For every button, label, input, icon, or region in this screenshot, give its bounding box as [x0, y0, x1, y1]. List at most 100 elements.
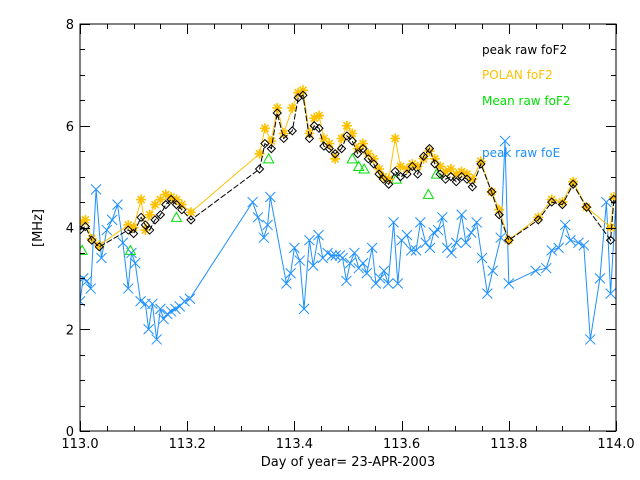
triangle-marker — [430, 168, 443, 179]
x-marker — [499, 135, 511, 147]
star-marker — [467, 174, 478, 185]
triangle-marker — [170, 211, 183, 222]
star-marker — [358, 138, 369, 149]
x-marker — [106, 214, 118, 226]
x-tick-label: 114.0 — [597, 437, 634, 452]
diamond-marker — [94, 242, 105, 252]
x-marker — [374, 273, 386, 284]
star-marker — [166, 191, 177, 202]
diamond-marker — [418, 151, 429, 161]
axes-layer: 113.0 113.2 113.4 113.6 113.8 114.0 0 2 4 6 8 — [61, 18, 634, 452]
star-marker — [293, 87, 304, 98]
x-marker — [584, 334, 596, 345]
x-marker — [392, 278, 404, 289]
x-marker — [600, 196, 612, 208]
diamond-marker — [155, 210, 166, 220]
x-marker — [330, 250, 342, 261]
diamond-marker — [254, 164, 265, 174]
x-marker — [294, 255, 306, 266]
star-marker — [475, 156, 486, 167]
x-marker — [252, 211, 264, 223]
star-marker — [136, 194, 147, 205]
series-layer — [80, 85, 616, 345]
triangle-marker — [80, 244, 88, 255]
diamond-marker — [80, 221, 91, 232]
x-marker — [85, 283, 97, 294]
x-marker — [378, 265, 390, 277]
diamond-marker — [378, 174, 389, 184]
triangle-marker — [422, 188, 435, 199]
series-peak-raw-foe — [80, 135, 616, 345]
x-marker — [361, 267, 373, 279]
x-marker — [151, 334, 163, 345]
x-marker — [117, 237, 129, 249]
star-marker — [412, 161, 423, 172]
x-marker — [129, 257, 141, 269]
x-marker — [446, 247, 457, 259]
diamond-marker — [347, 136, 357, 146]
star-marker — [461, 169, 472, 180]
x-marker — [281, 278, 292, 289]
diamond-marker — [533, 215, 543, 225]
x-marker — [441, 242, 453, 254]
x-tick-label: 113.6 — [383, 437, 420, 452]
star-marker — [383, 174, 394, 185]
x-tick-label: 113.8 — [490, 437, 527, 452]
star-marker — [309, 113, 320, 124]
diamond-marker — [319, 141, 329, 151]
diamond-marker — [123, 225, 133, 235]
diamond-marker — [144, 225, 155, 235]
diamond-marker — [171, 199, 182, 210]
legend-entry: peak raw foE — [482, 146, 560, 160]
diamond-marker — [412, 169, 423, 179]
legend-entry: peak raw foF2 — [482, 43, 567, 57]
x-marker — [147, 298, 158, 310]
x-marker — [410, 245, 422, 256]
x-marker — [101, 224, 113, 236]
star-marker — [352, 143, 363, 154]
x-marker — [436, 211, 448, 223]
x-marker — [460, 237, 472, 249]
plot-frame — [79, 23, 617, 432]
star-marker — [429, 153, 440, 164]
x-marker — [258, 232, 270, 244]
star-marker — [456, 166, 467, 177]
star-marker — [259, 123, 270, 134]
star-marker — [272, 102, 283, 113]
x-marker — [122, 283, 134, 294]
star-marker — [395, 161, 406, 172]
x-marker — [405, 245, 417, 256]
star-marker — [390, 133, 401, 144]
x-marker — [349, 247, 360, 259]
star-marker — [407, 158, 418, 169]
x-marker — [476, 252, 488, 264]
star-marker — [608, 191, 616, 202]
star-marker — [378, 171, 389, 182]
star-marker — [314, 110, 325, 121]
diamond-marker — [358, 143, 368, 154]
diamond-marker — [451, 177, 461, 187]
diamond-marker — [272, 108, 282, 118]
diamond-marker — [266, 143, 277, 154]
star-marker — [94, 240, 105, 251]
x-marker — [559, 219, 571, 231]
x-marker — [503, 278, 515, 289]
diamond-marker — [407, 161, 418, 172]
diamond-marker — [384, 179, 394, 189]
diamond-marker — [467, 182, 478, 192]
diamond-marker — [140, 220, 151, 230]
diamond-marker — [476, 159, 486, 169]
diamond-marker — [166, 194, 176, 205]
x-marker — [424, 242, 436, 254]
x-axis-label: Day of year= 23-APR-2003 — [261, 455, 435, 470]
star-marker — [374, 163, 385, 174]
diamond-marker — [605, 235, 616, 245]
x-marker — [184, 293, 196, 305]
x-marker — [112, 199, 123, 210]
diamond-marker — [128, 228, 139, 239]
diamond-marker — [446, 171, 456, 182]
star-marker — [171, 194, 182, 205]
star-marker — [568, 176, 579, 187]
legend: peak raw foF2 POLAN foF2 Mean raw foF2 peak… — [482, 43, 571, 160]
diamond-marker — [435, 169, 445, 179]
